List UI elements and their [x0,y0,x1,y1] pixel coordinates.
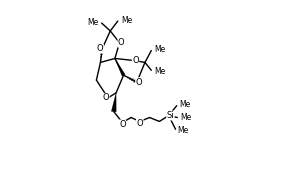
Text: O: O [119,120,126,129]
Text: Si: Si [167,111,174,120]
Text: O: O [103,93,109,102]
Text: O: O [118,38,125,47]
Text: Me: Me [121,16,132,25]
Text: Me: Me [178,126,189,135]
Text: Me: Me [87,18,99,27]
Text: Me: Me [180,113,191,122]
Text: Me: Me [154,67,166,76]
Polygon shape [111,93,116,112]
Text: O: O [132,56,139,65]
Text: O: O [97,44,103,53]
Text: Me: Me [154,45,166,54]
Polygon shape [115,58,125,76]
Text: O: O [136,119,143,128]
Text: Me: Me [179,100,191,109]
Text: O: O [136,78,142,87]
